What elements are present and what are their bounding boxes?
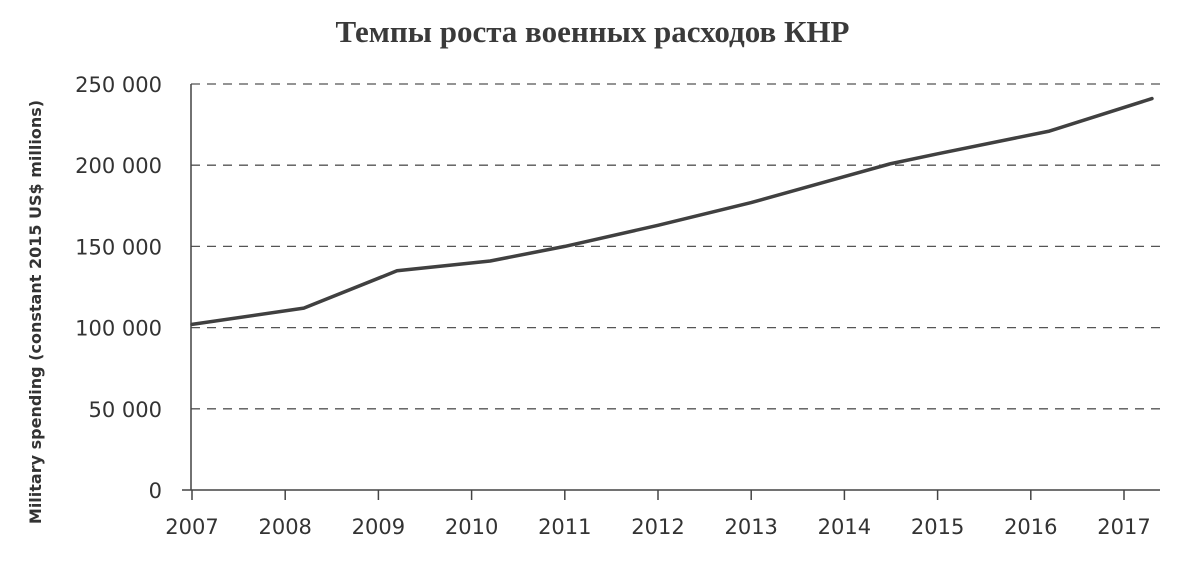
x-tick-label: 2015 — [911, 515, 964, 539]
x-tick-label: 2008 — [258, 515, 311, 539]
x-tick-label: 2011 — [538, 515, 591, 539]
series — [190, 96, 1154, 327]
chart-title: Темпы роста военных расходов КНР — [335, 14, 850, 49]
x-tick-label: 2009 — [352, 515, 405, 539]
x-tick-label: 2007 — [165, 515, 218, 539]
gridlines — [191, 83, 1160, 410]
y-tick-label: 250 000 — [75, 73, 162, 97]
series-line — [190, 96, 1154, 327]
y-tick-label: 200 000 — [75, 154, 162, 178]
x-tick-label: 2012 — [631, 515, 684, 539]
y-axis-title: Military spending (constant 2015 US$ mil… — [26, 100, 45, 524]
x-tick-labels: 2007 2008 2009 2010 2011 2012 2013 2014 2015 2016… — [165, 515, 1150, 539]
y-tick-label: 100 000 — [75, 317, 162, 341]
y-tick-label: 150 000 — [75, 235, 162, 259]
axes — [182, 84, 1160, 500]
x-tick-label: 2010 — [445, 515, 498, 539]
y-tick-label: 50 000 — [89, 398, 162, 422]
x-tick-label: 2017 — [1097, 515, 1150, 539]
y-tick-labels: 0 50 000 100 000 150 000 200 000 250 000 — [75, 73, 162, 503]
x-tick-label: 2014 — [818, 515, 871, 539]
x-tick-label: 2016 — [1004, 515, 1057, 539]
x-tick-label: 2013 — [724, 515, 777, 539]
y-tick-label: 0 — [149, 479, 162, 503]
